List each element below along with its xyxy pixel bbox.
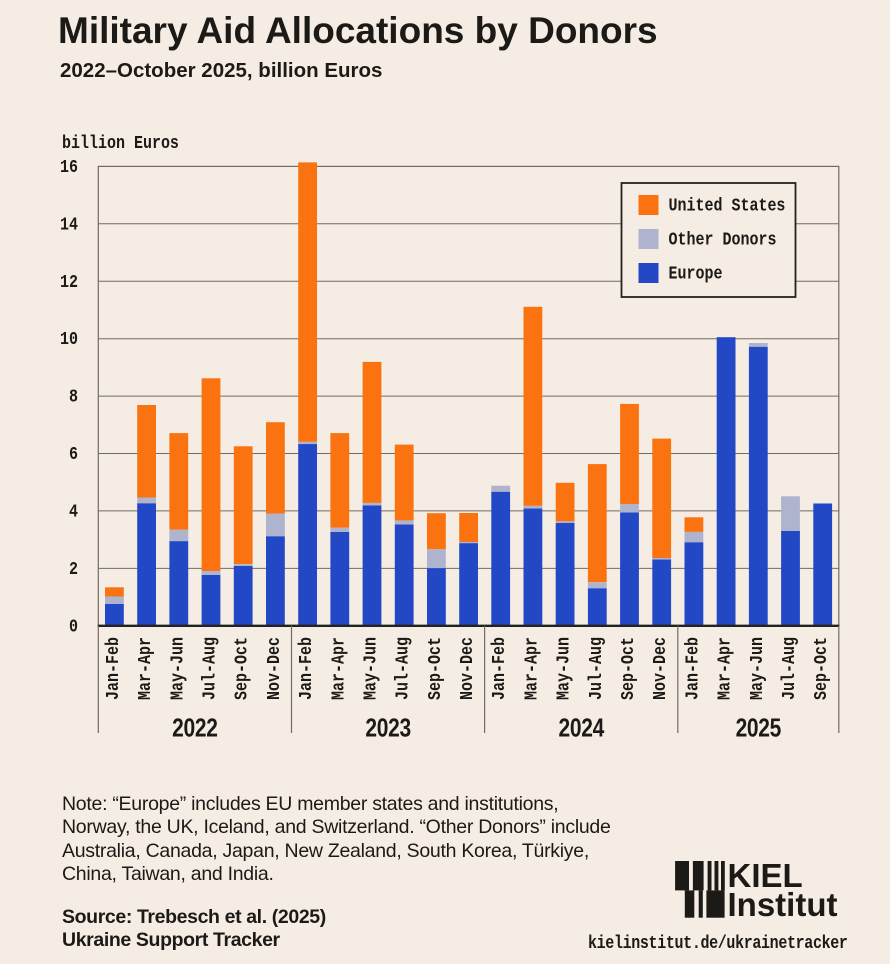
svg-text:May-Jun: May-Jun — [554, 637, 575, 700]
svg-text:16: 16 — [60, 158, 78, 179]
svg-text:2024: 2024 — [558, 714, 604, 742]
svg-text:2025: 2025 — [736, 714, 782, 742]
svg-text:May-Jun: May-Jun — [748, 637, 769, 700]
svg-text:Nov-Dec: Nov-Dec — [458, 637, 479, 700]
svg-text:2: 2 — [69, 560, 78, 581]
svg-text:billion Euros: billion Euros — [62, 134, 179, 155]
svg-text:4: 4 — [69, 502, 78, 523]
svg-text:Jul-Aug: Jul-Aug — [587, 637, 608, 700]
svg-text:Jan-Feb: Jan-Feb — [683, 637, 704, 700]
svg-text:2022: 2022 — [172, 714, 218, 742]
svg-text:Jan-Feb: Jan-Feb — [297, 637, 318, 700]
svg-text:Jan-Feb: Jan-Feb — [490, 637, 511, 700]
svg-text:Mar-Apr: Mar-Apr — [715, 637, 736, 700]
svg-text:Jul-Aug: Jul-Aug — [393, 637, 414, 700]
svg-text:Nov-Dec: Nov-Dec — [265, 637, 286, 700]
svg-text:2023: 2023 — [365, 714, 411, 742]
svg-text:Sep-Oct: Sep-Oct — [812, 637, 833, 700]
svg-text:Mar-Apr: Mar-Apr — [136, 637, 157, 700]
svg-text:6: 6 — [69, 445, 78, 466]
svg-text:0: 0 — [69, 617, 78, 638]
svg-text:KIEL: KIEL — [728, 858, 803, 894]
svg-text:May-Jun: May-Jun — [361, 637, 382, 700]
svg-text:United States: United States — [669, 196, 786, 217]
svg-text:Mar-Apr: Mar-Apr — [522, 637, 543, 700]
svg-text:Sep-Oct: Sep-Oct — [619, 637, 640, 700]
svg-text:Other Donors: Other Donors — [669, 230, 777, 251]
svg-text:14: 14 — [60, 215, 78, 236]
svg-text:12: 12 — [60, 273, 78, 294]
svg-text:Jul-Aug: Jul-Aug — [200, 637, 221, 700]
svg-text:Jul-Aug: Jul-Aug — [780, 637, 801, 700]
svg-text:Europe: Europe — [669, 264, 723, 285]
svg-text:Institut: Institut — [728, 886, 838, 922]
svg-text:Sep-Oct: Sep-Oct — [232, 637, 253, 700]
svg-text:8: 8 — [69, 387, 78, 408]
svg-text:Nov-Dec: Nov-Dec — [651, 637, 672, 700]
svg-text:Mar-Apr: Mar-Apr — [329, 637, 350, 700]
svg-text:Sep-Oct: Sep-Oct — [426, 637, 447, 700]
svg-text:Jan-Feb: Jan-Feb — [104, 637, 125, 700]
svg-text:May-Jun: May-Jun — [168, 637, 189, 700]
svg-text:10: 10 — [60, 330, 78, 351]
